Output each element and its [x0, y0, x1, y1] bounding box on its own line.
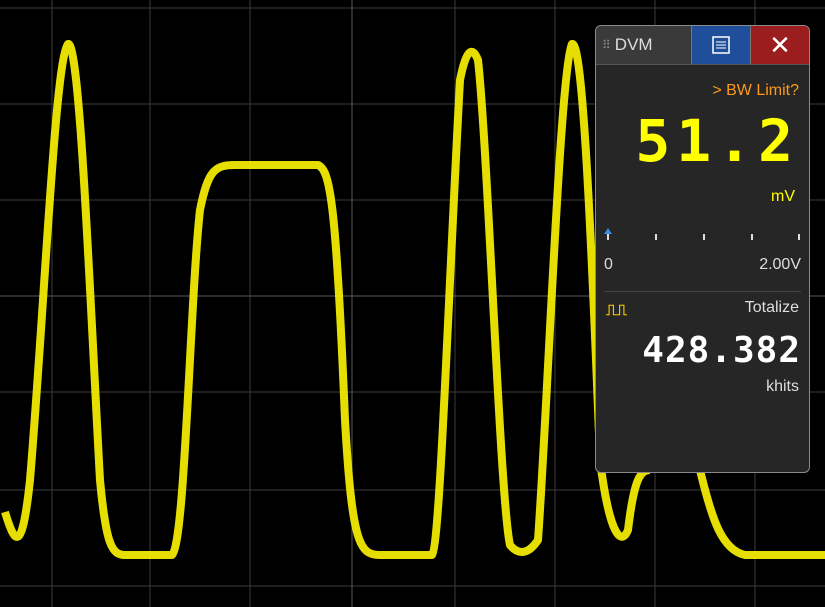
counter-value: 428.382 — [642, 330, 801, 371]
scale-min: 0 — [604, 256, 613, 274]
panel-title-bar[interactable]: ⠿ DVM — [596, 26, 691, 64]
dvm-reading: 51.2 — [635, 112, 799, 170]
scope-screen: {"panel": {"title": "DVM", "warning": ">… — [0, 0, 825, 607]
drag-grip: ⠿ — [602, 38, 611, 52]
scale-max: 2.00V — [759, 256, 801, 274]
dvm-panel: ⠿ DVM ✕ > BW Limit? 51.2 mV 0 2.00V ⎍⎍ To… — [595, 25, 810, 473]
menu-button[interactable] — [691, 26, 750, 64]
counter-label: Totalize — [745, 299, 799, 317]
close-button[interactable]: ✕ — [750, 26, 809, 64]
counter-unit: khits — [766, 378, 799, 396]
bw-warning[interactable]: > BW Limit? — [712, 82, 799, 100]
panel-title: DVM — [615, 35, 653, 55]
counter-icon: ⎍⎍ — [606, 302, 627, 319]
menu-icon — [711, 36, 731, 54]
reading-unit: mV — [771, 188, 795, 206]
separator — [604, 291, 801, 292]
panel-header: ⠿ DVM ✕ — [596, 26, 809, 65]
range-indicator — [604, 228, 612, 234]
range-bar — [604, 218, 804, 248]
